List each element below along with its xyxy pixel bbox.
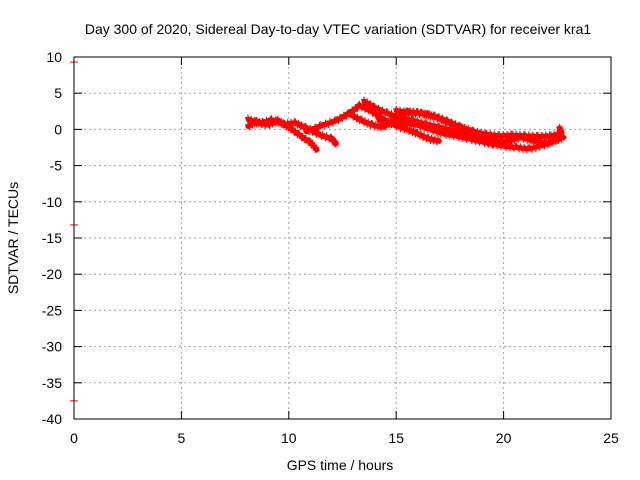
data-point xyxy=(266,119,273,126)
data-point xyxy=(560,134,567,141)
data-point xyxy=(305,129,312,136)
data-point xyxy=(315,125,322,132)
data-point xyxy=(335,117,342,124)
data-point xyxy=(295,129,302,136)
data-point xyxy=(330,120,337,127)
x-tick-label: 0 xyxy=(70,430,78,446)
data-point xyxy=(556,135,563,142)
x-tick-label: 20 xyxy=(496,430,512,446)
data-point xyxy=(416,111,423,118)
y-tick-label: -25 xyxy=(42,302,62,318)
y-tick-label: -35 xyxy=(42,375,62,391)
data-point xyxy=(502,140,509,147)
y-axis-label: SDTVAR / TECUs xyxy=(5,182,21,294)
y-tick-label: 10 xyxy=(46,49,62,65)
data-point xyxy=(353,104,360,111)
data-point xyxy=(321,123,328,130)
data-point xyxy=(325,121,332,128)
tick-labels: 0 5 10 15 20 25 10 5 0 -5 -10 -15 -20 -25 -30 -35 -40 xyxy=(42,49,619,446)
data-point xyxy=(377,112,384,119)
x-tick-label: 10 xyxy=(281,430,297,446)
y-tick-label: -20 xyxy=(42,266,62,282)
data-point xyxy=(350,107,357,114)
y-tick-label: -5 xyxy=(50,158,63,174)
x-tick-label: 25 xyxy=(603,430,619,446)
y-tick-label: -15 xyxy=(42,230,62,246)
y-tick-label: -10 xyxy=(42,194,62,210)
axis-ticks xyxy=(73,56,612,420)
data-point xyxy=(342,112,349,119)
x-axis-label: GPS time / hours xyxy=(287,457,394,473)
data-point xyxy=(306,137,313,144)
data-point xyxy=(436,137,443,144)
data-point xyxy=(310,127,317,134)
data-point xyxy=(555,134,562,141)
data-point xyxy=(334,116,341,123)
x-tick-label: 5 xyxy=(178,430,186,446)
chart-title: Day 300 of 2020, Sidereal Day-to-day VTE… xyxy=(85,21,591,37)
y-tick-label: 0 xyxy=(54,121,62,137)
y-tick-label: 5 xyxy=(54,85,62,101)
x-tick-label: 15 xyxy=(388,430,404,446)
data-point xyxy=(333,140,340,147)
y-tick-label: -40 xyxy=(42,411,62,427)
data-point xyxy=(338,114,345,121)
data-point xyxy=(556,124,563,131)
data-point xyxy=(399,121,406,128)
y-tick-label: -30 xyxy=(42,339,62,355)
data-point xyxy=(343,113,350,120)
data-point xyxy=(313,146,320,153)
data-point xyxy=(290,121,297,128)
data-point xyxy=(339,115,346,122)
data-layer xyxy=(70,61,567,402)
data-point xyxy=(515,136,522,143)
